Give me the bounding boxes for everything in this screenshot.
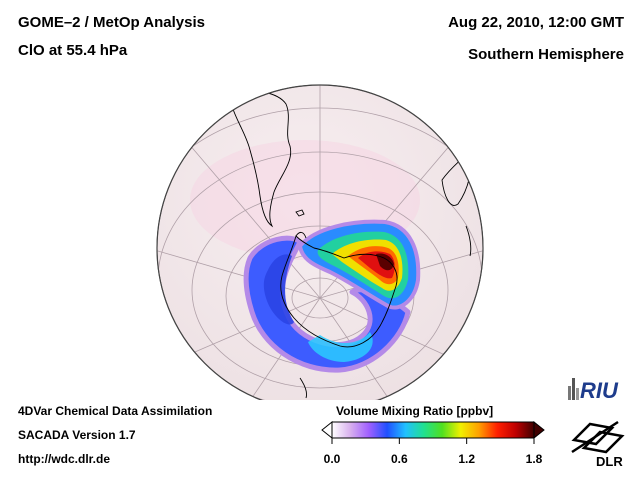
riu-logo-text: RIU xyxy=(580,378,619,403)
date-time: Aug 22, 2010, 12:00 GMT xyxy=(448,14,624,31)
colorbar-title: Volume Mixing Ratio [ppbv] xyxy=(336,404,494,418)
map-projection xyxy=(156,84,484,400)
clo-max-core xyxy=(376,253,394,271)
colorbar-max-arrow xyxy=(533,420,545,440)
colorbar-tick-label: 1.2 xyxy=(458,452,475,466)
dlr-logo-mark xyxy=(571,420,625,454)
method-label: 4DVar Chemical Data Assimilation xyxy=(18,404,213,418)
colorbar xyxy=(321,420,545,444)
version-label: SACADA Version 1.7 xyxy=(18,428,136,442)
colorbar-min-arrow xyxy=(321,420,333,440)
globe-outline xyxy=(156,84,484,400)
colorbar-tick-label: 0.0 xyxy=(323,452,341,466)
riu-logo: RIU xyxy=(568,378,619,403)
colorbar-ramp xyxy=(331,421,535,439)
colorbar-tick-label: 1.8 xyxy=(525,452,543,466)
hemisphere-label: Southern Hemisphere xyxy=(468,46,624,63)
url-link[interactable]: http://wdc.dlr.de xyxy=(18,452,110,466)
analysis-title: GOME–2 / MetOp Analysis xyxy=(18,14,205,31)
species-level: ClO at 55.4 hPa xyxy=(18,42,128,59)
colorbar-tick-label: 0.6 xyxy=(390,452,408,466)
dlr-logo-text: DLR xyxy=(596,454,623,468)
dlr-logo: DLR xyxy=(571,420,625,468)
